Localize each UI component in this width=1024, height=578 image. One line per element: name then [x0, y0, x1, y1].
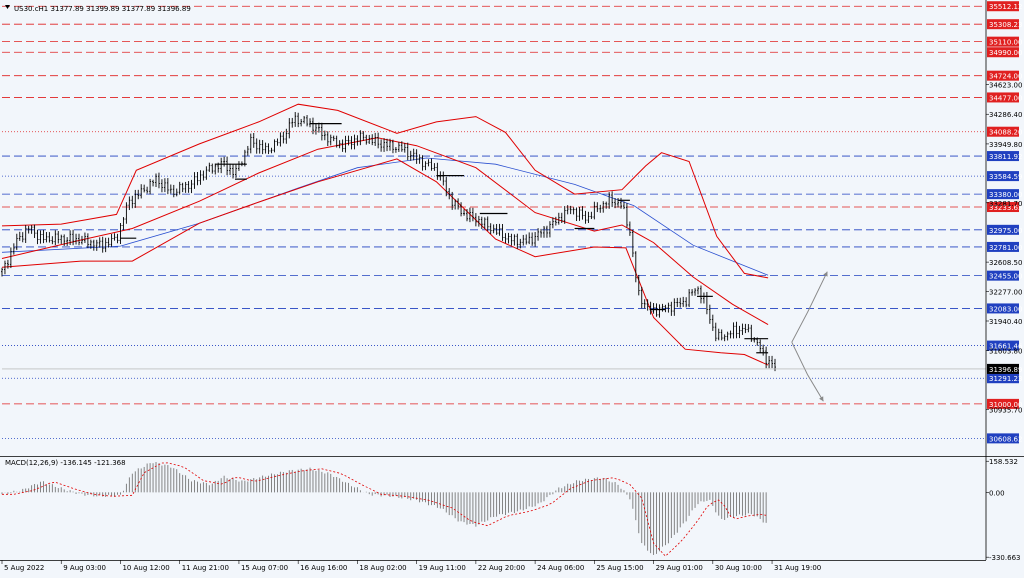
level-label: 32083.00: [989, 305, 1022, 313]
level-label-box: [987, 202, 1019, 213]
level-label: 35308.23: [989, 21, 1022, 29]
level-label-box: [987, 270, 1019, 281]
time-tick-label: 19 Aug 11:00: [419, 564, 466, 572]
forecast-arrows: [791, 271, 828, 402]
macd-tick-label: 158.532: [989, 458, 1018, 466]
macd-info: MACD(12,26,9) -136.145 -121.368: [5, 459, 126, 467]
time-tick-label: 10 Aug 12:00: [122, 564, 169, 572]
support-resistance-levels: 35512.12 35308.23 35110.00 34990.00 34724.00…: [2, 1, 1023, 444]
level-label: 30608.62: [989, 435, 1022, 443]
level-label-box: [987, 19, 1019, 30]
current-price-box: [987, 363, 1019, 374]
level-label-box: [987, 70, 1019, 81]
level-label: 34724.00: [989, 73, 1022, 81]
level-label-box: [987, 151, 1019, 162]
price-tick-label: 32277.00: [989, 288, 1022, 296]
level-label: 31661.46: [989, 343, 1023, 351]
forecast-arrow-head: [819, 396, 824, 402]
time-tick-label: 18 Aug 02:00: [359, 564, 406, 572]
macd-signal-line: [2, 462, 767, 557]
price-tick-label: 33949.80: [989, 141, 1022, 149]
time-tick-label: 9 Aug 03:00: [63, 564, 106, 572]
level-label-box: [987, 189, 1019, 200]
level-label: 33233.63: [989, 204, 1022, 212]
dropdown-icon[interactable]: [5, 5, 10, 9]
time-tick-label: 5 Aug 2022: [4, 564, 44, 572]
level-label: 33811.92: [989, 153, 1022, 161]
price-tick-label: 31940.40: [989, 318, 1022, 326]
level-label: 32975.00: [989, 227, 1022, 235]
forecast-arrow-line: [791, 341, 824, 402]
bollinger-bands: [1, 103, 769, 366]
time-tick-label: 25 Aug 15:00: [596, 564, 643, 572]
time-tick-label: 24 Aug 06:00: [537, 564, 584, 572]
time-tick-label: 16 Aug 16:00: [300, 564, 347, 572]
level-label: 33584.59: [989, 173, 1022, 181]
level-label: 34088.20: [989, 129, 1022, 137]
level-label-box: [987, 340, 1019, 351]
marked-segments: [120, 123, 769, 354]
level-label: 32781.00: [989, 244, 1022, 252]
symbol-info: US30.cH1 31377.89 31399.89 31377.89 3139…: [14, 5, 191, 13]
price-tick-label: 32608.50: [989, 259, 1022, 267]
price-tick-label: 31603.80: [989, 348, 1022, 356]
level-label-box: [987, 1, 1019, 12]
level-label-box: [987, 224, 1019, 235]
time-tick-label: 30 Aug 10:00: [715, 564, 762, 572]
price-tick-label: 33281.70: [989, 200, 1022, 208]
price-series: [1, 112, 777, 372]
moving-average-line: [1, 157, 769, 276]
macd-histogram: [1, 462, 767, 557]
level-label-box: [987, 373, 1019, 384]
time-tick-label: 29 Aug 01:00: [656, 564, 703, 572]
level-label-box: [987, 433, 1019, 444]
time-tick-label: 15 Aug 07:00: [241, 564, 288, 572]
forecast-arrow-line: [791, 271, 828, 343]
level-label: 31291.23: [989, 375, 1022, 383]
level-label-box: [987, 241, 1019, 252]
time-tick-label: 31 Aug 19:00: [774, 564, 821, 572]
price-tick-label: 34623.00: [989, 82, 1022, 90]
price-tick-label: 30935.70: [989, 407, 1022, 415]
level-label-box: [987, 47, 1019, 58]
level-label-box: [987, 36, 1019, 47]
time-tick-label: 22 Aug 20:00: [478, 564, 525, 572]
bollinger-middle-line: [1, 137, 769, 326]
bollinger-upper-line: [1, 103, 769, 279]
level-label-box: [987, 303, 1019, 314]
bollinger-lower-line: [1, 158, 769, 366]
level-label: 34477.00: [989, 94, 1022, 102]
moving-average: [1, 157, 769, 276]
level-label: 31000.00: [989, 401, 1022, 409]
level-label-box: [987, 92, 1019, 103]
level-label: 35512.12: [989, 3, 1022, 11]
level-label-box: [987, 171, 1019, 182]
level-label-box: [987, 398, 1019, 409]
level-label: 34990.00: [989, 49, 1022, 57]
forecast-arrow-head: [823, 271, 828, 277]
macd-tick-label: -330.663: [989, 554, 1020, 562]
price-tick-label: 34286.40: [989, 111, 1022, 119]
macd-tick-label: 0.00: [989, 489, 1005, 497]
current-price-label: 31396.89: [989, 366, 1022, 374]
level-label-box: [987, 126, 1019, 137]
level-label: 35110.00: [989, 39, 1022, 47]
level-label: 33380.00: [989, 191, 1022, 199]
time-tick-label: 11 Aug 21:00: [182, 564, 229, 572]
level-label: 32455.00: [989, 273, 1022, 281]
